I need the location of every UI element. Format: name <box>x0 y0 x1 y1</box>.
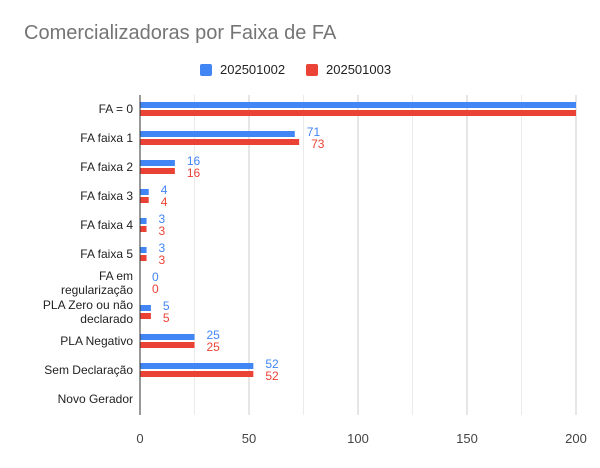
data-label-series-2: 25 <box>207 340 221 354</box>
bar-series-1 <box>140 160 175 166</box>
y-category-label: PLA Negativo <box>60 334 133 348</box>
bar-series-2 <box>140 255 147 261</box>
x-tick-label: 150 <box>456 431 478 446</box>
data-label-series-2: 52 <box>265 369 279 383</box>
legend-item-series-2[interactable]: 202501003 <box>306 62 391 77</box>
bar-series-2 <box>140 139 300 145</box>
bar-series-2 <box>140 197 149 203</box>
bar-series-1 <box>140 334 195 340</box>
data-label-series-2: 0 <box>152 282 159 296</box>
y-category-label: PLA Zero ou não declarado <box>43 298 133 326</box>
data-label-series-2: 16 <box>187 166 201 180</box>
x-tick-label: 200 <box>565 431 587 446</box>
bar-series-1 <box>140 189 149 195</box>
data-label-series-1: 3 <box>159 212 166 226</box>
bar-series-2 <box>140 226 147 232</box>
data-label-series-1: 0 <box>152 270 159 284</box>
data-label-series-2: 3 <box>159 253 166 267</box>
bar-series-1 <box>140 218 147 224</box>
x-tick-label: 0 <box>136 431 143 446</box>
y-category-label: Sem Declaração <box>44 363 133 377</box>
x-tick-label: 50 <box>242 431 256 446</box>
bar-series-1 <box>140 131 295 137</box>
data-label-series-1: 3 <box>159 241 166 255</box>
bar-series-2 <box>140 168 175 174</box>
data-label-series-1: 16 <box>187 154 201 168</box>
legend-item-series-1[interactable]: 202501002 <box>200 62 285 77</box>
data-label-series-1: 5 <box>163 299 170 313</box>
data-label-series-2: 3 <box>159 224 166 238</box>
data-label-series-1: 71 <box>307 125 321 139</box>
y-category-label: FA faixa 3 <box>80 189 133 203</box>
bar-series-1 <box>140 247 147 253</box>
y-category-label: Novo Gerador <box>58 392 133 406</box>
legend-label-series-1: 202501002 <box>220 62 286 77</box>
bar-series-1 <box>140 363 254 369</box>
bar-series-2 <box>140 110 576 116</box>
data-label-series-1: 52 <box>265 357 279 371</box>
bar-series-1 <box>140 102 576 108</box>
data-label-series-1: 4 <box>161 183 168 197</box>
data-label-series-2: 5 <box>163 311 170 325</box>
data-label-series-2: 73 <box>311 137 325 151</box>
y-category-label: FA faixa 1 <box>80 131 133 145</box>
legend: 202501002 202501003 <box>0 62 600 82</box>
legend-swatch-series-2 <box>306 63 318 76</box>
data-label-series-2: 4 <box>161 195 168 209</box>
chart-title: Comercializadoras por Faixa de FA <box>24 22 337 44</box>
y-category-label: FA em regularização <box>61 269 133 297</box>
y-category-label: FA = 0 <box>99 102 134 116</box>
bar-series-2 <box>140 313 151 319</box>
data-label-series-1: 25 <box>207 328 221 342</box>
y-category-label: FA faixa 2 <box>80 160 133 174</box>
bar-series-2 <box>140 371 254 377</box>
legend-swatch-series-1 <box>200 63 212 76</box>
y-category-label: FA faixa 4 <box>80 218 133 232</box>
bar-series-1 <box>140 305 151 311</box>
bar-series-2 <box>140 342 195 348</box>
y-category-label: FA faixa 5 <box>80 247 133 261</box>
legend-label-series-2: 202501003 <box>326 62 392 77</box>
x-tick-label: 100 <box>347 431 369 446</box>
